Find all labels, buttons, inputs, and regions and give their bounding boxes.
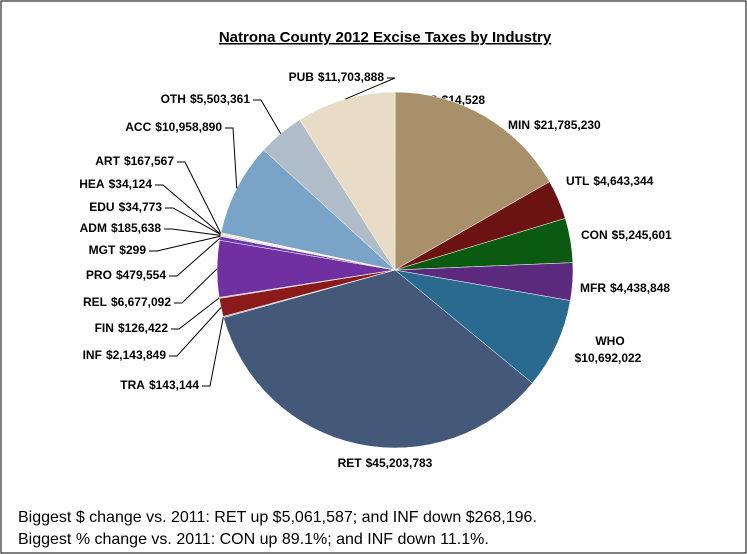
leader-line <box>149 235 221 252</box>
leader-line <box>169 237 221 277</box>
slice-value: $4,438,848 <box>610 281 670 295</box>
slice-category: RET <box>338 456 363 470</box>
note: Biggest $ change vs. 2011: RET up $5,061… <box>18 509 537 526</box>
slice-label: MIN $21,785,230 <box>508 118 601 132</box>
slice-value: $143,144 <box>149 378 199 392</box>
slice-label: ADM $185,638 <box>80 221 162 235</box>
slice-value: $185,638 <box>111 221 161 235</box>
slice-category: REL <box>83 295 107 309</box>
slice-category: OTH <box>161 92 186 106</box>
slice-value: $6,677,092 <box>111 295 171 309</box>
slice-category: HEA <box>79 177 105 191</box>
slice-label: RET $45,203,783 <box>338 456 433 470</box>
slice-label: CON $5,245,601 <box>581 228 672 242</box>
slice-category: CON <box>581 228 608 242</box>
slice-label: TRA $143,144 <box>120 378 199 392</box>
slice-value: $10,958,890 <box>155 120 222 134</box>
pie-slice <box>223 269 533 449</box>
slice-value: $34,124 <box>109 177 153 191</box>
pie-slice <box>299 91 396 271</box>
slice-category: ADM <box>80 221 107 235</box>
slice-label: INF $2,143,849 <box>83 348 167 362</box>
slice-label: PRO $479,554 <box>86 268 166 282</box>
slice-value: $5,503,361 <box>190 92 250 106</box>
pie-slice <box>394 91 550 271</box>
slice-label: ACC $10,958,890 <box>125 120 222 134</box>
slice-category: ACC <box>125 120 151 134</box>
pie-slice <box>394 269 571 384</box>
slice-value: $21,785,230 <box>534 118 601 132</box>
leader-line <box>164 228 221 236</box>
slice-label: PUB $11,703,888 <box>289 70 385 84</box>
slice-label: ART $167,567 <box>95 154 174 168</box>
slice-category: PRO <box>86 268 112 282</box>
leader-line <box>345 77 396 100</box>
slice-label: MFR $4,438,848 <box>580 281 670 295</box>
slice-label: WHO $10,692,022 <box>575 334 642 365</box>
slice-value: $34,773 <box>119 200 163 214</box>
slice-value: $5,245,601 <box>612 228 672 242</box>
note: Biggest % change vs. 2011: CON up 89.1%;… <box>18 531 489 548</box>
slice-label: HEA $34,124 <box>79 177 152 191</box>
slice-value: $126,422 <box>118 321 168 335</box>
slice-category: TRA <box>120 378 145 392</box>
slice-label: REL $6,677,092 <box>83 295 171 309</box>
slice-category: PUB <box>289 70 315 84</box>
leader-line <box>155 184 221 235</box>
slice-label: FIN $126,422 <box>95 321 169 335</box>
slice-value: $299 <box>119 243 146 257</box>
slice-value: $2,143,849 <box>106 348 166 362</box>
slice-category: MGT <box>89 243 116 257</box>
slice-value: $479,554 <box>116 268 166 282</box>
leader-line <box>225 127 238 189</box>
chart-title: Natrona County 2012 Excise Taxes by Indu… <box>219 29 552 46</box>
slice-category: WHO <box>595 334 624 348</box>
slice-label: OTH $5,503,361 <box>161 92 251 106</box>
slice-label: UTL $4,643,344 <box>566 174 654 188</box>
slice-value: $10,692,022 <box>575 351 642 365</box>
slice-value: $11,703,888 <box>318 70 384 84</box>
slice-category: EDU <box>89 200 114 214</box>
slice-category: MFR <box>580 281 606 295</box>
slice-category: INF <box>83 348 102 362</box>
slice-value: $45,203,783 <box>366 456 433 470</box>
slice-value: $167,567 <box>124 154 174 168</box>
slice-label: EDU $34,773 <box>89 200 162 214</box>
leader-line <box>202 316 224 387</box>
slice-category: UTL <box>566 174 589 188</box>
slice-category: FIN <box>95 321 114 335</box>
slice-category: MIN <box>508 118 530 132</box>
leader-line <box>174 268 218 304</box>
leader-line <box>171 297 220 330</box>
leader-line <box>169 307 222 357</box>
pie-slice <box>220 149 396 271</box>
leader-line <box>177 161 222 234</box>
leader-line <box>253 99 282 134</box>
slice-label: MGT $299 <box>89 243 147 257</box>
slice-value: $4,643,344 <box>593 174 653 188</box>
leader-line <box>165 207 221 235</box>
slice-category: ART <box>95 154 120 168</box>
